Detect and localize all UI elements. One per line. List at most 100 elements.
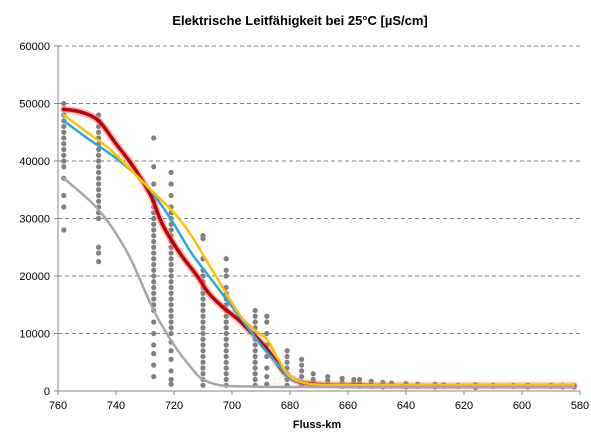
scatter-point-64 <box>151 342 157 348</box>
scatter-point-15 <box>61 227 67 233</box>
scatter-point-153 <box>252 353 258 360</box>
scatter-point-81 <box>168 261 174 268</box>
scatter-point-26 <box>96 169 102 176</box>
scatter-point-157 <box>252 376 258 383</box>
series-layer <box>60 100 578 391</box>
scatter-point-28 <box>96 181 102 187</box>
x-tick-label-3: 700 <box>223 400 241 412</box>
scatter-point-87 <box>168 296 174 302</box>
scatter-point-95 <box>168 348 174 354</box>
scatter-point-156 <box>252 371 258 377</box>
scatter-point-139 <box>223 353 229 360</box>
scatter-point-125 <box>223 267 229 273</box>
scatter-point-118 <box>200 353 206 360</box>
scatter-point-114 <box>200 330 206 337</box>
y-tick-label-1: 10000 <box>19 329 50 341</box>
scatter-point-45 <box>151 215 157 222</box>
scatter-point-51 <box>151 250 157 256</box>
scatter-point-168 <box>284 353 290 360</box>
scatter-point-65 <box>151 351 157 357</box>
y-tick-label-5: 50000 <box>19 99 50 111</box>
scatter-point-56 <box>151 279 157 285</box>
scatter-point-142 <box>223 371 229 377</box>
scatter-point-58 <box>151 290 157 296</box>
scatter-point-184 <box>325 374 331 380</box>
scatter-point-62 <box>151 319 157 325</box>
scatter-point-11 <box>61 164 67 170</box>
x-tick-label-1: 740 <box>107 400 125 412</box>
scatter-point-47 <box>151 227 157 233</box>
scatter-point-97 <box>168 368 174 374</box>
scatter-point-13 <box>61 192 67 199</box>
scatter-point-154 <box>252 359 258 365</box>
scatter-point-54 <box>151 267 157 273</box>
scatter-point-27 <box>96 175 102 181</box>
scatter-point-99 <box>168 381 174 387</box>
scatter-point-79 <box>168 250 174 256</box>
scatter-point-35 <box>96 244 102 250</box>
scatter-point-59 <box>151 296 157 302</box>
scatter-point-167 <box>284 348 290 354</box>
x-axis-label: Fluss-km <box>293 419 342 431</box>
scatter-point-90 <box>168 313 174 319</box>
scatter-point-80 <box>168 256 174 262</box>
scatter-point-67 <box>151 374 157 380</box>
scatter-point-126 <box>223 273 229 279</box>
scatter-point-5 <box>61 129 67 135</box>
scatter-point-143 <box>223 376 229 383</box>
series-line-4 <box>62 113 576 387</box>
scatter-point-46 <box>151 221 157 227</box>
scatter-point-23 <box>96 152 102 158</box>
scatter-point-177 <box>299 374 305 380</box>
scatter-point-83 <box>168 273 174 279</box>
scatter-point-169 <box>284 359 290 365</box>
scatter-point-30 <box>96 192 102 199</box>
scatter-point-140 <box>223 359 229 365</box>
scatter-point-55 <box>151 273 157 279</box>
scatter-point-34 <box>96 215 102 222</box>
scatter-point-39 <box>151 164 157 170</box>
scatter-point-0 <box>61 100 67 107</box>
scatter-point-119 <box>200 359 206 365</box>
scatter-point-124 <box>223 256 229 262</box>
scatter-point-89 <box>168 307 174 314</box>
scatter-point-108 <box>200 296 206 302</box>
x-tick-label-8: 600 <box>513 400 531 412</box>
scatter-point-31 <box>96 198 102 204</box>
scatter-point-195 <box>357 376 363 383</box>
scatter-point-40 <box>151 181 157 187</box>
y-tick-label-2: 20000 <box>19 271 50 283</box>
scatter-point-109 <box>200 302 206 308</box>
x-tick-label-7: 620 <box>455 400 473 412</box>
scatter-point-96 <box>168 356 174 362</box>
y-tick-label-4: 40000 <box>19 156 50 168</box>
scatter-point-93 <box>168 330 174 337</box>
scatter-point-57 <box>151 284 157 291</box>
grid <box>58 45 580 334</box>
scatter-point-37 <box>96 259 102 265</box>
scatter-point-92 <box>168 325 174 331</box>
series-line-1 <box>60 105 578 390</box>
scatter-point-85 <box>168 284 174 291</box>
scatter-point-98 <box>168 376 174 383</box>
scatter-point-29 <box>96 187 102 193</box>
scatter-point-136 <box>223 336 229 342</box>
scatter-point-116 <box>200 342 206 348</box>
scatter-point-38 <box>151 135 157 141</box>
scatter-point-174 <box>299 356 305 362</box>
scatter-point-70 <box>168 192 174 199</box>
scatter-point-6 <box>61 135 67 141</box>
axes: 0 10000 20000 30000 40000 50000 60000 760 740 720… <box>19 41 589 412</box>
scatter-point-138 <box>223 348 229 354</box>
x-tick-label-0: 760 <box>49 400 67 412</box>
scatter-point-147 <box>252 319 258 325</box>
scatter-point-175 <box>299 362 305 368</box>
scatter-point-50 <box>151 244 157 250</box>
scatter-point-145 <box>252 307 258 314</box>
scatter-point-110 <box>200 307 206 314</box>
series-line-2 <box>62 107 576 388</box>
scatter-point-91 <box>168 319 174 325</box>
scatter-point-120 <box>200 365 206 371</box>
scatter-point-141 <box>223 365 229 371</box>
